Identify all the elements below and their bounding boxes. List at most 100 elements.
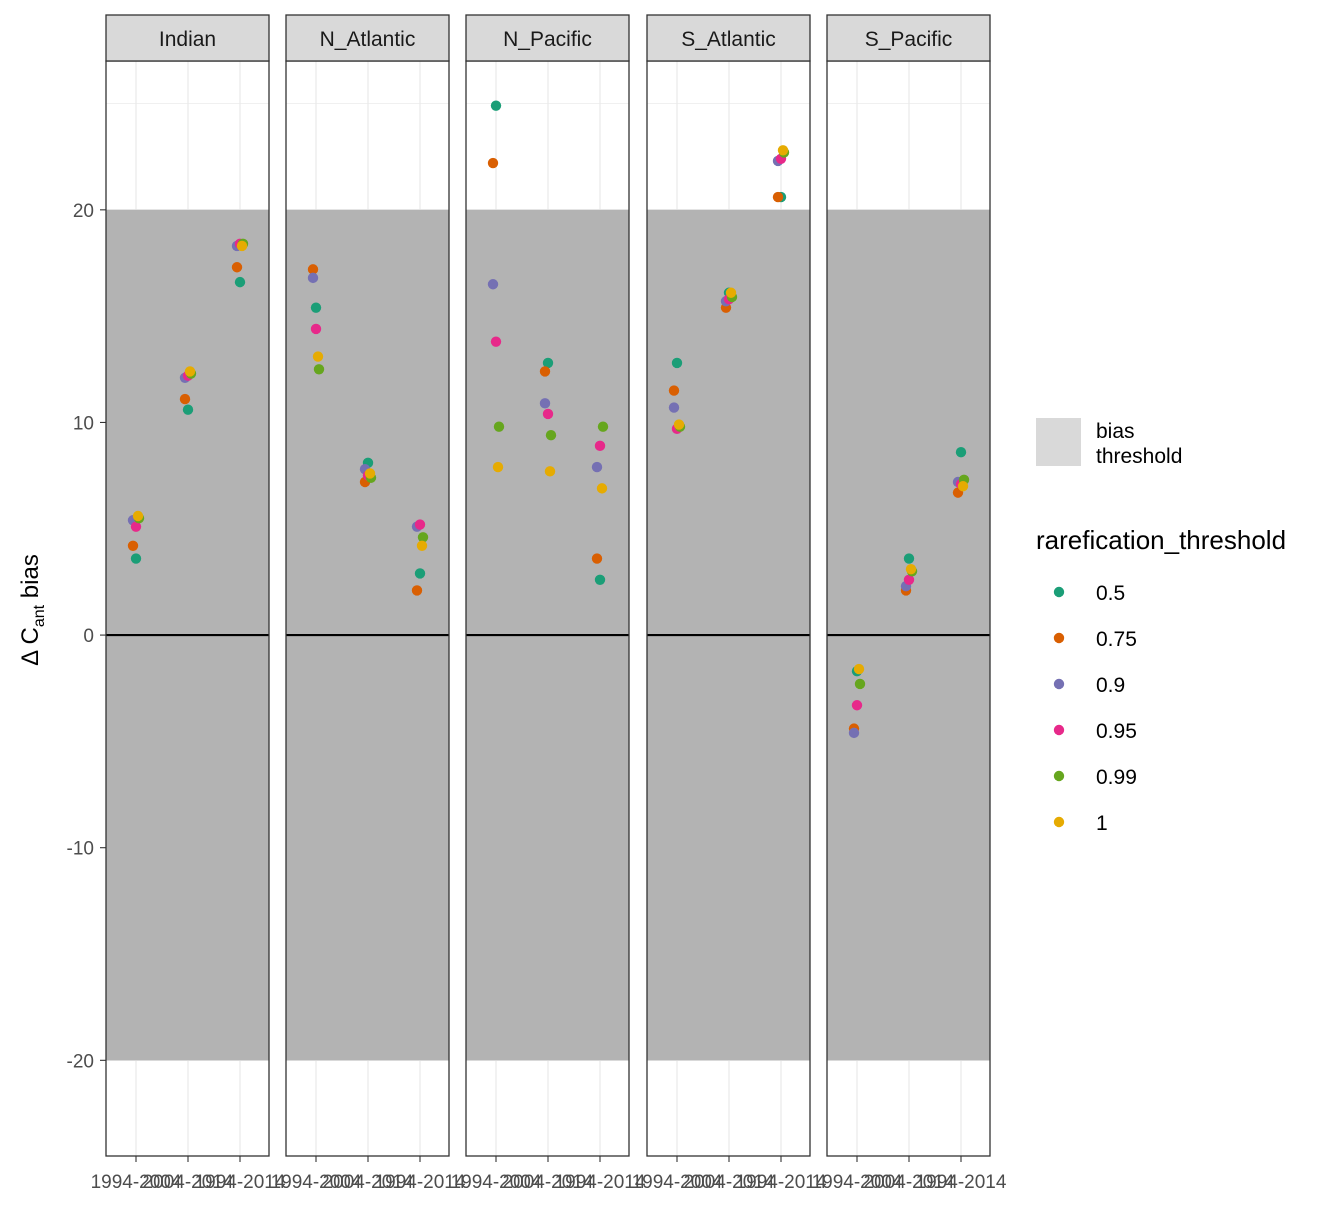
legend-label: 1 — [1096, 812, 1108, 835]
x-tick-label: 1994-2014 — [916, 1172, 1007, 1193]
y-axis-title-prefix: Δ C — [17, 627, 44, 666]
legend-label: 0.95 — [1096, 720, 1137, 743]
data-point-n-atlantic-0-75 — [411, 585, 423, 596]
data-point-n-atlantic-0-99 — [417, 532, 429, 543]
y-tick-label: -20 — [67, 1051, 94, 1072]
data-point-s-pacific-0-5 — [955, 447, 967, 458]
data-point-n-pacific-0-5 — [594, 574, 606, 585]
x-tick-label: 2004-2014 — [503, 1172, 594, 1193]
data-point-n-pacific-0-95 — [542, 408, 554, 420]
legend-label-bias-threshold: bias — [1096, 420, 1135, 443]
y-axis-title-subscript: ant — [31, 604, 48, 627]
legend-label: 0.5 — [1096, 582, 1125, 605]
data-point-n-pacific-0-95 — [594, 440, 606, 452]
data-point-n-atlantic-1 — [312, 351, 324, 362]
facet-strip — [465, 14, 630, 62]
x-tick-label: 1994-2004 — [91, 1172, 182, 1193]
data-point-n-pacific-0-9 — [591, 461, 603, 473]
data-point-s-pacific-1 — [905, 563, 917, 575]
y-axis-title-suffix: bias — [17, 554, 44, 605]
data-point-indian-1 — [184, 366, 196, 377]
data-point-s-atlantic-0-9 — [668, 402, 680, 413]
x-tick-label: 2004-2014 — [143, 1172, 234, 1193]
data-point-indian-0-5 — [182, 404, 194, 415]
data-point-indian-0-75 — [179, 393, 191, 405]
data-point-s-atlantic-1 — [673, 419, 685, 430]
data-point-indian-0-75 — [127, 540, 139, 551]
legend-label: 0.9 — [1096, 674, 1125, 697]
data-point-n-atlantic-0-75 — [307, 264, 319, 275]
data-point-n-pacific-1 — [544, 466, 556, 477]
facet-strip-label: N_Pacific — [503, 28, 592, 51]
data-point-n-atlantic-0-5 — [414, 568, 426, 579]
data-point-n-pacific-0-99 — [493, 421, 505, 432]
y-axis-title: Δ Cant bias — [17, 554, 48, 666]
data-point-n-pacific-0-75 — [539, 366, 551, 377]
data-point-s-pacific-0-99 — [854, 678, 866, 690]
x-tick-label: 2004-2014 — [684, 1172, 775, 1193]
facet-strip — [826, 14, 991, 62]
data-point-indian-1 — [132, 510, 144, 522]
facet-strip — [105, 14, 270, 62]
legend-key-bias-threshold — [1036, 418, 1081, 466]
y-tick-label: 0 — [83, 626, 94, 647]
data-point-n-atlantic-0-5 — [310, 302, 322, 313]
y-tick-label: 10 — [73, 413, 94, 434]
data-point-s-pacific-0-5 — [903, 553, 915, 564]
data-point-s-atlantic-0-75 — [772, 191, 784, 203]
data-point-indian-1 — [236, 240, 248, 252]
legend-title: rarefication_threshold — [1036, 525, 1286, 555]
facet-strip-label: S_Atlantic — [681, 28, 776, 51]
data-point-n-pacific-0-75 — [591, 553, 603, 564]
legend-label: 0.75 — [1096, 628, 1137, 651]
data-point-n-pacific-0-9 — [539, 398, 551, 409]
data-point-n-pacific-0-99 — [545, 430, 557, 441]
data-point-indian-0-75 — [231, 262, 243, 273]
x-tick-label: 1994-2004 — [632, 1172, 723, 1193]
x-tick-label: 1994-2004 — [271, 1172, 362, 1193]
data-point-n-pacific-0-75 — [487, 157, 499, 169]
x-tick-label: 2004-2014 — [323, 1172, 414, 1193]
x-tick-label: 1994-2004 — [451, 1172, 542, 1193]
data-point-s-pacific-1 — [957, 481, 969, 492]
legend-key-0-99 — [1053, 770, 1065, 782]
data-point-n-pacific-0-95 — [490, 336, 502, 347]
x-tick-label: 1994-2004 — [812, 1172, 903, 1193]
data-point-n-pacific-0-5 — [542, 357, 554, 369]
facet-strip — [646, 14, 811, 62]
data-point-s-pacific-1 — [853, 663, 865, 675]
data-point-n-pacific-1 — [492, 461, 504, 473]
data-point-n-pacific-0-5 — [490, 100, 502, 111]
legend-key-0-9 — [1053, 678, 1065, 690]
data-point-indian-0-95 — [130, 521, 142, 532]
data-point-s-pacific-0-9 — [848, 727, 860, 739]
data-point-s-pacific-0-95 — [903, 574, 915, 585]
data-point-n-atlantic-1 — [416, 540, 428, 551]
data-point-n-pacific-0-99 — [597, 421, 609, 432]
data-point-n-atlantic-0-9 — [307, 272, 319, 284]
x-tick-label: 1994-2014 — [736, 1172, 827, 1193]
data-point-s-atlantic-1 — [777, 145, 789, 156]
data-point-n-atlantic-0-95 — [310, 323, 322, 335]
data-point-indian-0-5 — [130, 553, 142, 564]
legend-key-0-95 — [1053, 724, 1065, 736]
data-point-s-atlantic-0-5 — [671, 357, 683, 369]
data-point-s-atlantic-1 — [725, 287, 737, 298]
x-tick-label: 2004-2014 — [864, 1172, 955, 1193]
x-tick-label: 1994-2014 — [375, 1172, 466, 1193]
legend-label: 0.99 — [1096, 766, 1137, 789]
data-point-s-pacific-0-95 — [851, 700, 863, 711]
data-point-n-pacific-0-9 — [487, 279, 499, 290]
x-tick-label: 1994-2014 — [555, 1172, 646, 1193]
data-point-n-pacific-1 — [596, 483, 608, 494]
legend-key-0-75 — [1053, 632, 1065, 644]
y-tick-label: -10 — [67, 839, 94, 860]
data-point-n-atlantic-0-99 — [313, 364, 325, 375]
facet-strip-label: Indian — [159, 28, 216, 51]
data-point-s-atlantic-0-75 — [668, 385, 680, 396]
